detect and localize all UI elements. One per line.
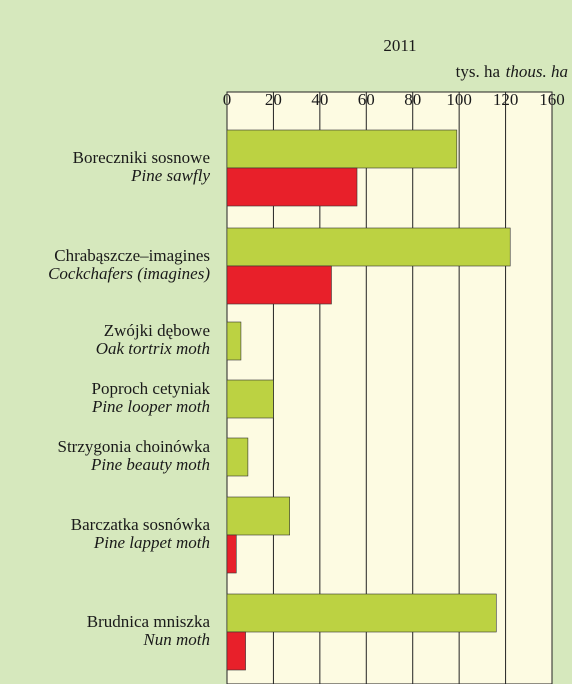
bar [226,379,274,419]
category-label: Zwójki dębowe [104,321,210,340]
category-label-en: Nun moth [142,630,210,649]
category-label-en: Pine beauty moth [90,455,210,474]
bar [226,227,511,267]
category-label: Brudnica mniszka [87,612,211,631]
category-label-en: Pine looper moth [91,397,210,416]
bar [226,496,290,536]
bar [226,321,242,361]
bar [226,631,246,671]
category-label: Barczatka sosnówka [71,515,211,534]
category-label-en: Oak tortrix moth [96,339,210,358]
category-label: Boreczniki sosnowe [73,148,210,167]
category-label-en: Pine sawfly [130,166,210,185]
category-label-en: Cockchafers (imagines) [48,264,210,283]
category-label: Poproch cetyniak [92,379,211,398]
unit-label-en: thous. ha [506,62,568,81]
bar [226,593,497,633]
category-label: Strzygonia choinówka [58,437,211,456]
unit-label: tys. ha [456,62,501,81]
category-label-en: Pine lappet moth [93,533,210,552]
bar [226,534,237,574]
bar [226,437,249,477]
category-label: Chrabąszcze–imagines [54,246,210,265]
bar [226,167,358,207]
chart-title: 2011 [383,36,416,55]
bar [226,129,458,169]
bar [226,265,332,305]
